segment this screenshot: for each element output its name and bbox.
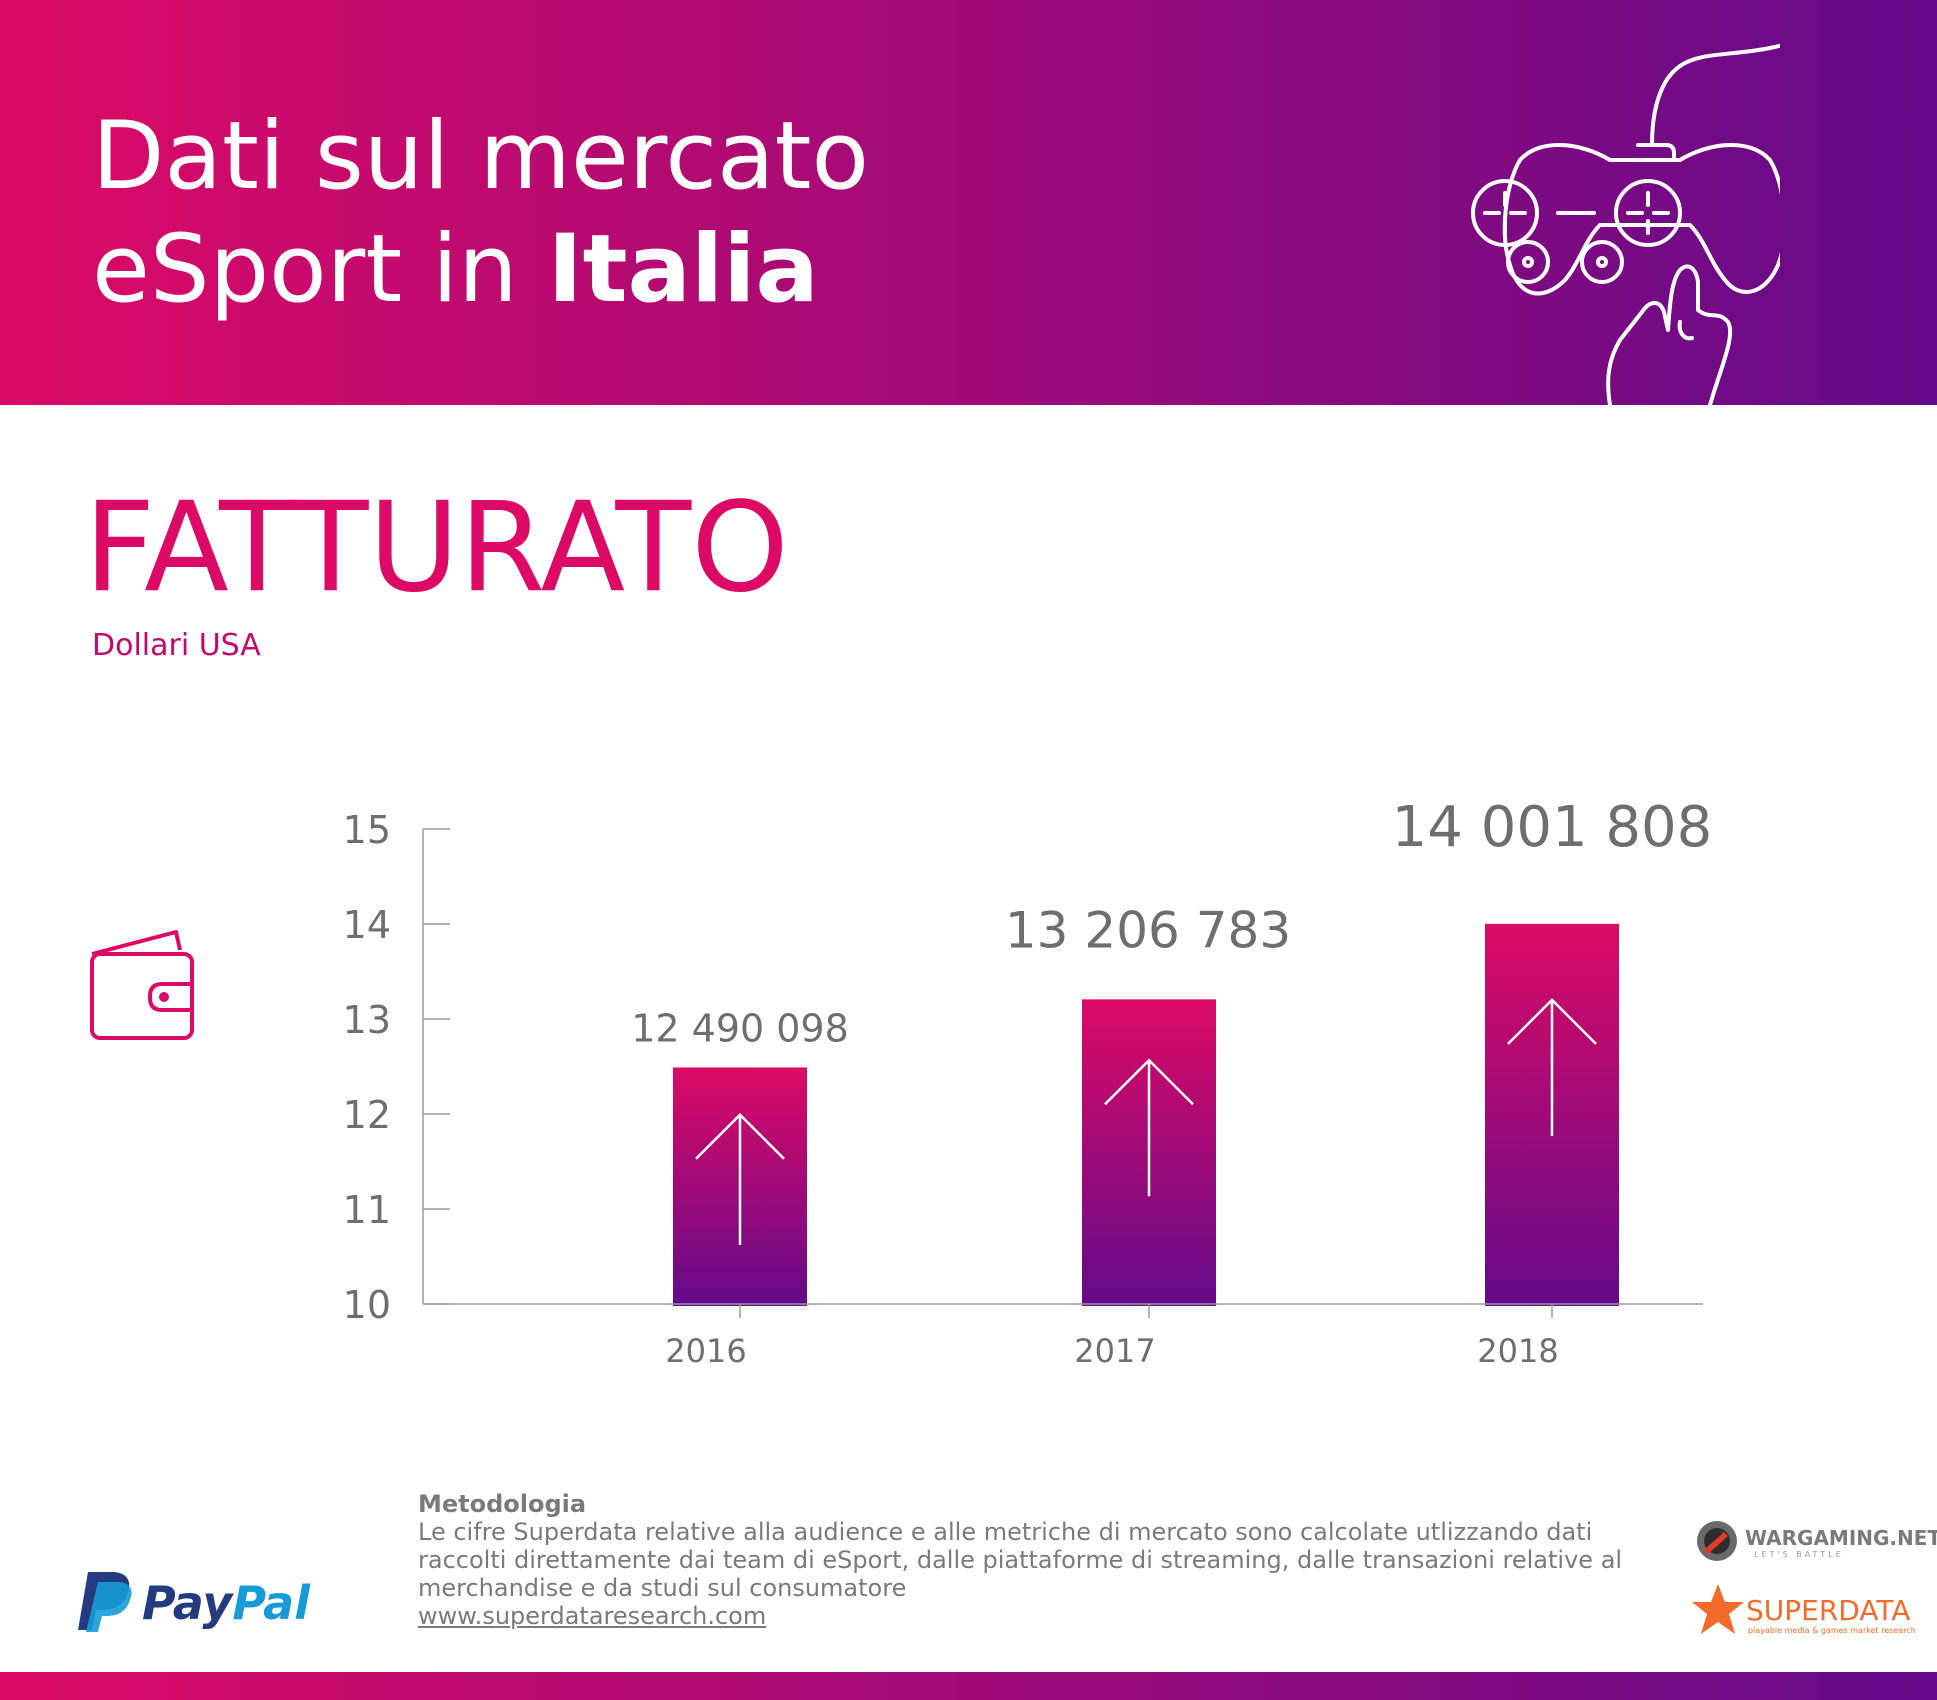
y-tick-label: 15: [343, 808, 391, 852]
y-tick-label: 14: [343, 903, 391, 947]
methodology-text: Le cifre Superdata relative alla audienc…: [418, 1518, 1623, 1602]
x-tick-label: 2016: [665, 1332, 746, 1370]
section-title: FATTURATO: [84, 476, 789, 620]
superdata-tagline: playable media & games market research: [1748, 1626, 1916, 1635]
page-title: Dati sul mercato eSport in Italia: [92, 100, 869, 326]
game-controller-icon: [1471, 43, 1780, 405]
paypal-pal: Pal: [232, 1576, 310, 1630]
methodology-title: Metodologia: [418, 1490, 587, 1518]
y-tick-label: 11: [343, 1188, 391, 1232]
x-tick-label: 2017: [1074, 1332, 1155, 1370]
title-line-2-bold: Italia: [547, 215, 819, 324]
paypal-pay: Pay: [142, 1576, 233, 1630]
wallet-icon: [90, 930, 194, 1040]
value-label-2016: 12 490 098: [631, 1006, 849, 1050]
y-tick-label: 13: [343, 998, 391, 1042]
x-tick-label: 2018: [1477, 1332, 1558, 1370]
paypal-logo-icon: [78, 1572, 132, 1632]
section-subtitle: Dollari USA: [92, 628, 261, 663]
title-line-2-prefix: eSport in: [92, 215, 548, 324]
value-label-2017: 13 206 783: [1005, 901, 1291, 959]
value-label-2018: 14 001 808: [1392, 795, 1713, 860]
revenue-bar-chart: 10 11 12 13 14 15 12 490 098 13 206 783 14 001 …: [343, 795, 1713, 1370]
y-tick-label: 10: [343, 1283, 391, 1327]
wargaming-tagline: LET'S BATTLE: [1754, 1550, 1844, 1559]
wargaming-wordmark: WARGAMING.NET: [1745, 1526, 1937, 1550]
superdata-star-icon: [1692, 1584, 1744, 1634]
bars: 12 490 098 13 206 783 14 001 808: [631, 795, 1712, 1306]
superdata-wordmark: SUPERDATA: [1746, 1594, 1911, 1627]
header-banner: Dati sul mercato eSport in Italia: [0, 0, 1937, 405]
arrow-up-icon: [1104, 1058, 1194, 1197]
x-axis: 2016 2017 2018: [423, 1303, 1703, 1370]
title-line-1: Dati sul mercato: [92, 102, 870, 211]
paypal-wordmark: PayPal: [142, 1576, 310, 1630]
footer-bar: [0, 1672, 1937, 1700]
y-axis: 10 11 12 13 14 15: [343, 808, 450, 1327]
y-tick-label: 12: [343, 1093, 391, 1137]
methodology-link[interactable]: www.superdataresearch.com: [418, 1602, 767, 1630]
arrow-up-icon: [695, 1112, 785, 1245]
arrow-up-icon: [1507, 998, 1597, 1136]
wargaming-logo-icon: [1697, 1521, 1737, 1561]
